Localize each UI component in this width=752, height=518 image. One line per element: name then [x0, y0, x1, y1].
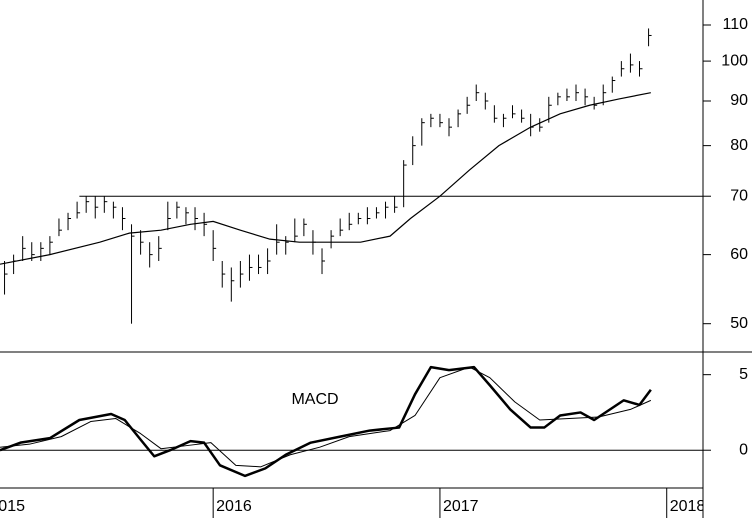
macd-line: [0, 365, 652, 478]
y-tick-label: 110: [722, 16, 748, 33]
y-tick-label: 80: [730, 137, 748, 154]
price-panel: [0, 28, 703, 324]
macd-label: MACD: [291, 391, 338, 408]
x-axis: 2015 2016 2017 2018: [0, 488, 706, 518]
y-tick-label: 60: [730, 246, 748, 263]
macd-panel: [0, 365, 703, 478]
y-tick-label: 70: [730, 187, 748, 204]
y-tick-label: 5: [739, 366, 748, 383]
y-tick-label: 100: [721, 52, 748, 69]
x-tick-label: 2018: [670, 498, 706, 515]
x-tick-label: 2016: [216, 498, 252, 515]
moving-average: [0, 92, 651, 265]
y-tick-label: 0: [739, 441, 748, 458]
x-tick-label: 2015: [0, 498, 25, 515]
y-tick-label: 90: [730, 92, 748, 109]
x-tick-label: 2017: [443, 498, 479, 515]
macd-line: [0, 366, 652, 468]
y-tick-label: 50: [730, 315, 748, 332]
